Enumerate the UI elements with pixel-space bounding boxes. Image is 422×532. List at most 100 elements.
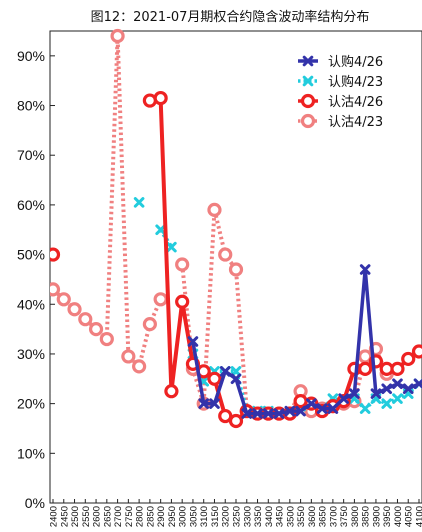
legend-entry: 认购4/26: [298, 54, 383, 70]
data-point: [300, 93, 316, 109]
data-point: [155, 224, 166, 236]
data-point: [228, 262, 244, 277]
data-point: [175, 257, 190, 272]
series-layer: [50, 28, 422, 429]
x-tick-label: 2900: [156, 506, 167, 527]
data-point: [99, 331, 114, 347]
x-tick-label: 3750: [339, 506, 350, 527]
data-point: [302, 75, 314, 87]
legend-entry: 认沽4/26: [298, 93, 383, 110]
x-tick-label: 3200: [221, 506, 232, 527]
legend-entry: 认沽4/23: [298, 113, 383, 130]
data-point: [316, 403, 328, 414]
x-tick-label: 2750: [124, 506, 135, 527]
data-point: [67, 302, 82, 317]
x-tick-label: 2550: [81, 506, 92, 527]
x-tick-label: 3050: [188, 506, 199, 527]
data-point: [300, 113, 316, 129]
y-tick-label: 30%: [17, 346, 45, 362]
data-point: [327, 403, 339, 414]
data-point: [338, 393, 349, 404]
y-tick-label: 70%: [17, 147, 45, 163]
data-point: [56, 292, 71, 307]
data-point: [262, 408, 274, 419]
x-tick-label: 3000: [178, 506, 189, 527]
data-point: [349, 388, 360, 399]
x-tick-label: 3700: [328, 506, 339, 527]
data-point: [209, 398, 220, 409]
chart-title: 图12：2021-07月期权合约隐含波动率结构分布: [91, 9, 370, 25]
data-point: [392, 378, 403, 390]
y-tick-label: 60%: [17, 197, 45, 213]
legend-entry: 认购4/23: [298, 74, 383, 90]
y-tick-label: 40%: [17, 296, 45, 312]
x-tick-label: 3150: [210, 506, 221, 527]
x-tick-label: 3450: [275, 506, 286, 527]
legend-label: 认购4/26: [328, 54, 383, 70]
series-line: [191, 267, 420, 416]
data-point: [381, 398, 393, 409]
x-tick-label: 2450: [59, 506, 70, 527]
series-line: [51, 34, 163, 369]
data-point: [110, 28, 125, 44]
data-point: [153, 90, 168, 106]
x-tick-label: 3800: [350, 506, 361, 527]
y-tick-label: 50%: [17, 247, 45, 263]
legend-label: 认购4/23: [328, 74, 383, 90]
data-point: [230, 366, 242, 377]
x-tick-label: 2800: [135, 506, 146, 527]
data-point: [230, 373, 242, 385]
x-tick-label: 3850: [361, 506, 372, 527]
y-tick-label: 20%: [17, 396, 45, 412]
x-tick-label: 2850: [145, 506, 156, 527]
data-point: [370, 388, 382, 399]
x-tick-label: 3400: [264, 506, 275, 527]
series-1: [187, 264, 422, 419]
x-tick-label: 3650: [318, 506, 329, 527]
data-point: [411, 344, 422, 359]
data-point: [166, 241, 177, 253]
data-point: [132, 359, 147, 374]
data-point: [219, 366, 231, 377]
x-tick-label: 4100: [415, 506, 422, 527]
data-point: [88, 322, 104, 337]
x-tick-label: 3550: [296, 506, 307, 527]
data-point: [207, 371, 222, 386]
x-tick-label: 4000: [393, 506, 404, 527]
data-point: [381, 383, 393, 395]
data-point: [207, 202, 222, 217]
legend: 认购4/26 认购4/23 认沽4/26 认沽4/23: [298, 54, 383, 130]
x-tick-label: 4050: [404, 506, 415, 527]
x-tick-label: 2700: [113, 506, 124, 527]
x-tick-label: 3600: [307, 506, 318, 527]
x-tick-label: 3100: [199, 506, 210, 527]
data-point: [218, 408, 233, 424]
data-point: [390, 361, 405, 376]
data-point: [50, 282, 61, 297]
x-tick-label: 3950: [382, 506, 393, 527]
x-tick-label: 3500: [285, 506, 296, 527]
data-point: [302, 55, 314, 67]
x-tick-label: 2400: [49, 506, 60, 527]
x-tick-label: 2500: [70, 506, 81, 527]
data-point: [359, 264, 371, 275]
y-axis: 0% 10% 20% 30% 40% 50% 60% 70% 80% 90%: [17, 48, 55, 511]
data-point: [358, 361, 373, 376]
data-point: [402, 383, 414, 395]
x-tick-label: 3300: [242, 506, 253, 527]
y-tick-label: 90%: [17, 48, 45, 64]
data-point: [295, 405, 306, 417]
y-tick-label: 10%: [17, 445, 45, 461]
data-point: [241, 408, 253, 419]
data-point: [175, 294, 190, 309]
data-point: [401, 351, 416, 367]
y-tick-label: 0%: [25, 495, 45, 511]
x-tick-label: 2650: [102, 506, 113, 527]
data-point: [164, 384, 179, 399]
y-tick-label: 80%: [17, 98, 45, 114]
x-tick-label: 3900: [371, 506, 382, 527]
x-tick-label: 3350: [253, 506, 264, 527]
legend-label: 认沽4/26: [328, 95, 383, 110]
data-point: [187, 336, 199, 347]
